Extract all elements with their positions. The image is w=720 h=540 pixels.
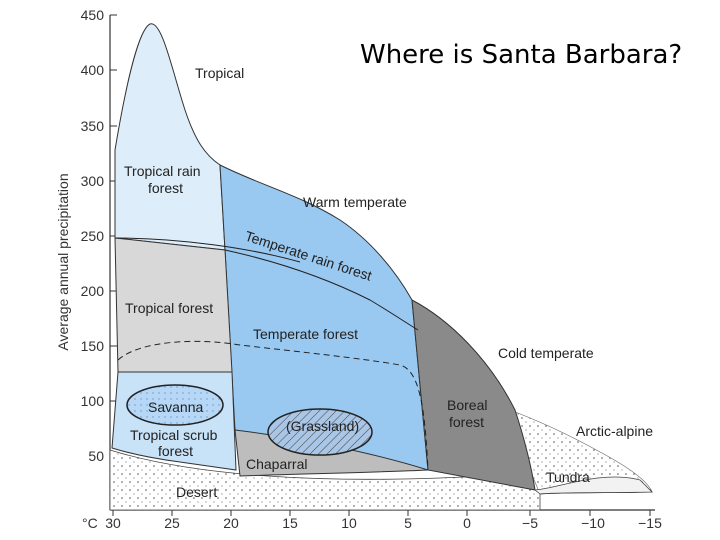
biome-label-boreal-forest: forest	[449, 414, 484, 430]
tropical-rain-forest-region	[114, 23, 226, 251]
x-tick-label: 15	[282, 515, 298, 531]
x-tick-label: −5	[522, 515, 538, 531]
biome-label-chaparral: Chaparral	[246, 456, 307, 472]
biome-label-savanna: Savanna	[148, 399, 203, 415]
y-tick-label: 400	[81, 62, 105, 78]
zone-label-tropical: Tropical	[195, 65, 244, 81]
x-tick-label: 30	[105, 515, 121, 531]
y-tick-label: 200	[81, 283, 105, 299]
y-tick-label: 350	[81, 118, 105, 134]
savanna-ellipse	[126, 384, 224, 426]
biome-label-tropical-rain-forest: forest	[148, 180, 183, 196]
zone-label-arctic-alpine: Arctic-alpine	[576, 423, 653, 439]
biome-label-tropical-rain-forest: Tropical rain	[124, 163, 201, 179]
x-tick-label: 25	[164, 515, 180, 531]
boreal-forest-region	[411, 299, 536, 491]
biome-label-temperate-forest: Temperate forest	[253, 326, 358, 342]
x-tick-label: −15	[638, 515, 662, 531]
x-tick-label: 5	[404, 515, 412, 531]
tundra-region	[533, 476, 653, 495]
y-tick-label: 450	[81, 7, 105, 23]
x-ticks: °C 30 25 20 15 10 5 0 −5 −10 −15	[82, 510, 662, 531]
tropical-dashed-boundary	[117, 340, 429, 471]
y-tick-label: 250	[81, 228, 105, 244]
biome-label-tundra: Tundra	[546, 469, 590, 485]
y-tick-label: 100	[81, 393, 105, 409]
temperate-forest-region	[219, 164, 429, 471]
biome-label-boreal-forest: Boreal	[447, 397, 487, 413]
biome-label-grassland: (Grassland)	[286, 418, 359, 434]
biome-label-desert: Desert	[176, 484, 217, 500]
biome-label-tropical-forest: Tropical forest	[125, 300, 213, 316]
y-tick-label: 150	[81, 338, 105, 354]
x-tick-label: 20	[223, 515, 239, 531]
x-tick-label: 0	[463, 515, 471, 531]
x-tick-label: 10	[341, 515, 357, 531]
slide-question: Where is Santa Barbara?	[360, 40, 683, 70]
temperate-rain-forest-boundary	[224, 249, 419, 331]
zone-label-cold-temperate: Cold temperate	[498, 345, 594, 361]
zone-label-warm-temperate: Warm temperate	[303, 194, 407, 210]
grassland-ellipse	[267, 408, 373, 456]
biome-label-tropical-scrub: Tropical scrub	[130, 427, 218, 443]
y-axis-label: Average annual precipitation	[55, 173, 71, 350]
x-axis-unit: °C	[82, 515, 98, 531]
biome-label-tropical-scrub: forest	[158, 443, 193, 459]
x-tick-label: −10	[581, 515, 605, 531]
y-tick-label: 300	[81, 173, 105, 189]
y-ticks: 450 400 350 300 250 200 150 100 50	[81, 7, 117, 464]
temperate-rain-forest-boundary-top	[114, 237, 301, 263]
y-tick-label: 50	[88, 448, 104, 464]
